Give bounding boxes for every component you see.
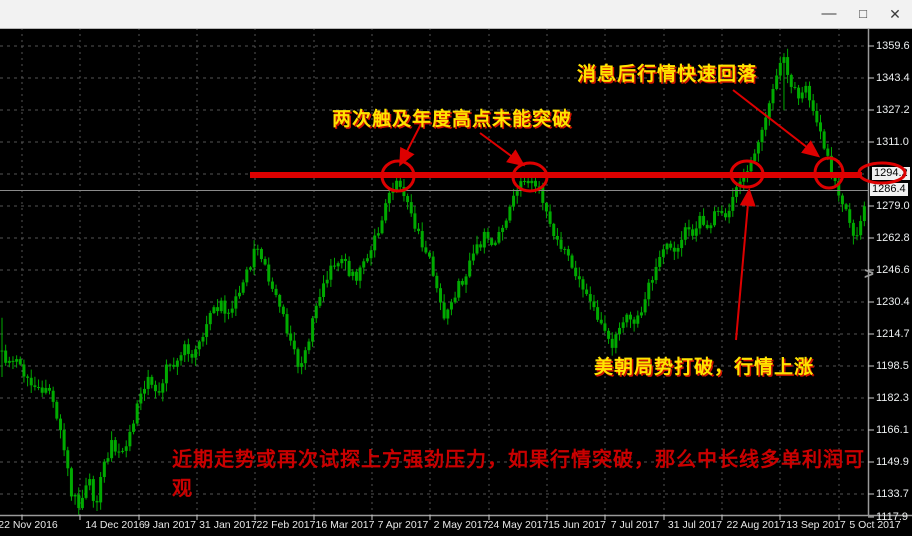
annotation-outlook: 近期走势或再次试探上方强劲压力，如果行情突破，那么中长线多单利润可 观 [172,443,865,501]
time-axis-label: 16 Mar 2017 [315,519,375,531]
time-axis[interactable]: 22 Nov 2016 14 Dec 2016 9 Jan 2017 31 Jan 2… [0,515,912,536]
annotation-outlook-line2: 观 [172,478,193,500]
time-axis-label: 7 Jul 2017 [610,519,660,531]
price-axis-label: 1343.4 [876,72,910,84]
annotation-geopolitics: 美朝局势打破，行情上涨 [594,357,815,378]
price-axis-label: 1166.1 [876,424,909,436]
time-axis-label: 22 Aug 2017 [726,519,786,531]
resistance-price-tag: 1294.2 [872,167,910,180]
window-titlebar: — □ ✕ [0,0,912,29]
price-axis-label: 1359.6 [876,40,910,52]
chart-shift-marker: > [864,264,874,283]
price-axis-label: 1279.0 [876,200,910,212]
chart-canvas[interactable] [0,28,868,515]
price-axis-label: 1133.7 [876,488,909,500]
price-axis[interactable]: 1359.6 1343.4 1327.2 1311.0 1279.0 1262.8 1246… [868,28,912,523]
minimize-button[interactable]: — [821,5,837,22]
close-button[interactable]: ✕ [889,6,901,22]
price-axis-label: 1327.2 [876,104,910,116]
time-axis-label: 15 Jun 2017 [548,519,606,531]
annotation-news-pullback: 消息后行情快速回落 [577,64,758,85]
price-axis-label: 1246.6 [876,264,910,276]
price-axis-label: 1230.4 [876,296,910,308]
annotation-outlook-line1: 近期走势或再次试探上方强劲压力，如果行情突破，那么中长线多单利润可 [172,449,865,471]
time-axis-label: 22 Feb 2017 [256,519,316,531]
annotation-double-top: 两次触及年度高点未能突破 [332,109,573,130]
maximize-button[interactable]: □ [859,6,867,21]
price-axis-label: 1182.3 [876,392,909,404]
time-axis-label: 22 Nov 2016 [0,519,58,531]
time-axis-label: 9 Jan 2017 [144,519,196,531]
price-axis-label: 1149.9 [876,456,909,468]
price-axis-label: 1311.0 [876,136,909,148]
time-axis-label: 13 Sep 2017 [786,519,846,531]
price-axis-label: 1262.8 [876,232,910,244]
price-axis-label: 1117.9 [876,511,909,523]
time-axis-label: 2 May 2017 [433,519,489,531]
time-axis-label: 14 Dec 2016 [85,519,145,531]
current-price-tag: 1286.4 [870,183,908,196]
price-axis-label: 1198.5 [876,360,909,372]
time-axis-label: 24 May 2017 [487,519,549,531]
price-axis-label: 1214.7 [876,328,910,340]
time-axis-label: 7 Apr 2017 [377,519,429,531]
time-axis-label: 5 Oct 2017 [849,519,901,531]
time-axis-label: 31 Jan 2017 [199,519,257,531]
time-axis-label: 31 Jul 2017 [667,519,723,531]
